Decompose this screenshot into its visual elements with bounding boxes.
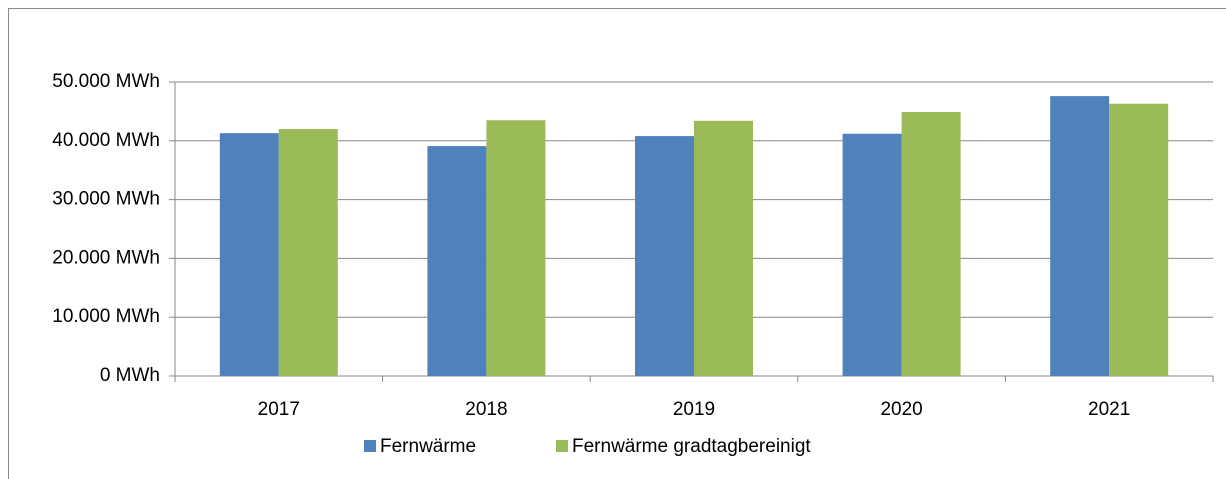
- legend-label: Fernwärme gradtagbereinigt: [572, 436, 811, 457]
- legend-swatch: [364, 440, 376, 452]
- bar: [278, 129, 338, 376]
- bar: [486, 120, 546, 376]
- y-tick-label: 50.000 MWh: [52, 71, 160, 92]
- bar: [635, 136, 694, 376]
- y-tick-label: 30.000 MWh: [52, 189, 160, 210]
- legend-label: Fernwärme: [380, 436, 476, 457]
- y-tick-label: 10.000 MWh: [52, 306, 160, 327]
- bar: [842, 133, 902, 376]
- y-tick-label: 0 MWh: [100, 365, 160, 386]
- x-tick-label: 2020: [880, 399, 922, 420]
- bar: [219, 133, 279, 376]
- y-tick-label: 20.000 MWh: [52, 247, 160, 268]
- x-tick-label: 2019: [673, 399, 715, 420]
- y-tick-label: 40.000 MWh: [52, 130, 160, 151]
- x-tick-label: 2017: [258, 399, 300, 420]
- x-tick-label: 2018: [465, 399, 507, 420]
- legend-swatch: [556, 440, 568, 452]
- bar: [901, 111, 961, 376]
- bar: [1050, 96, 1110, 376]
- chart-frame: [8, 8, 1226, 479]
- bar: [694, 120, 753, 376]
- bar: [427, 146, 487, 376]
- bar: [1109, 103, 1169, 377]
- x-tick-label: 2021: [1088, 399, 1130, 420]
